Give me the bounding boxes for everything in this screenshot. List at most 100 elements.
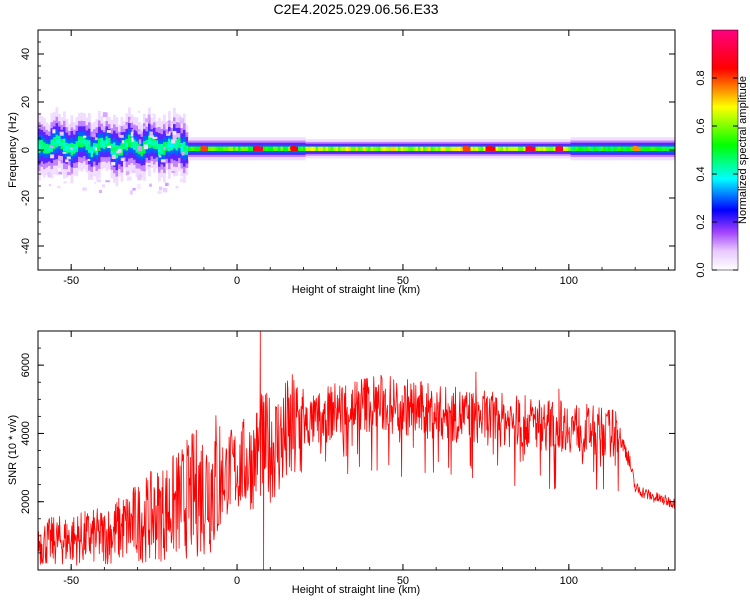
spectrogram-core-cell (565, 146, 569, 151)
spectrogram-core-cell (310, 146, 314, 151)
spectrogram-core-cell (80, 139, 84, 145)
spectrogram-core-cell (660, 146, 664, 151)
spectrogram-core-cell (668, 146, 671, 151)
spectrogram-core-cell (613, 146, 616, 151)
spectrogram-core-cell (183, 146, 186, 151)
spectrogram-core-cell (240, 146, 244, 151)
spectrogram-core-cell (520, 146, 524, 151)
spectrogram-noise (160, 159, 166, 163)
spectrogram-core-cell (55, 139, 59, 144)
spectrogram-core-cell (263, 146, 266, 151)
spectrogram-core-cell (670, 146, 674, 151)
spectrogram-noise (122, 124, 128, 129)
spectrogram-noise (117, 148, 122, 153)
spectrogram-core-cell (535, 146, 539, 151)
spectrogram-core-cell (658, 146, 661, 151)
spectrogram-core-cell (480, 146, 484, 151)
spectrogram-core-cell (300, 146, 304, 151)
spectrogram-noise (93, 181, 97, 185)
spectrogram-noise (162, 187, 168, 193)
spectrogram-core-cell (503, 146, 506, 151)
spectrogram-core-cell (440, 146, 444, 151)
spectrogram-x-tick-label: 100 (560, 275, 578, 287)
spectrogram-core-cell (425, 146, 429, 151)
spectrogram-core-cell (228, 146, 231, 151)
spectrogram-core-cell (663, 146, 666, 151)
spectrogram-noise (149, 131, 153, 136)
spectrogram-noise (102, 112, 108, 118)
snr-x-tick-label: 0 (234, 575, 240, 587)
spectrogram-core-cell (470, 146, 474, 151)
spectrogram-core-cell (260, 146, 264, 151)
spectrogram-noise (47, 172, 51, 178)
spectrogram-core-cell (238, 146, 241, 151)
snr-panel: -50 0 50 100 2000 4000 6000 Height of straigh… (7, 330, 676, 596)
spectrogram-core-cell (593, 146, 596, 151)
spectrogram-noise (87, 158, 91, 161)
spectrogram-noise (171, 170, 176, 173)
spectrogram-core-cell (225, 146, 229, 151)
spectrogram-core-cell (233, 146, 236, 151)
spectrogram-core-cell (605, 146, 609, 151)
spectrogram-core-cell (273, 146, 276, 151)
snr-x-ticks: -50 0 50 100 (37, 331, 669, 587)
spectrogram-core-cell (213, 146, 216, 151)
spectrogram-noise (181, 151, 185, 156)
spectrogram-core-cell (45, 146, 49, 151)
spectrogram-core-cell (428, 146, 431, 151)
spectrogram-core-cell (478, 146, 481, 151)
spectrogram-noise (63, 181, 67, 184)
spectrogram-x-ticks: -50 0 50 100 (37, 30, 669, 287)
spectrogram-core-cell (235, 146, 239, 151)
spectrogram-core-cell (208, 146, 211, 151)
spectrogram-core-cell (515, 146, 519, 151)
spectrogram-core-cell (410, 146, 414, 151)
spectrogram-noise (137, 146, 143, 151)
spectrogram-x-label: Height of straight line (km) (292, 284, 420, 296)
spectrogram-noise (111, 162, 116, 166)
spectrogram-core-cell (363, 146, 366, 151)
spectrogram-noise (131, 137, 134, 143)
spectrogram-core-cell (180, 146, 184, 151)
spectrogram-core-cell (620, 146, 624, 151)
spectrogram-noise (145, 163, 151, 166)
spectrogram-core-cell (500, 146, 504, 151)
spectrogram-hotspot (253, 145, 261, 151)
spectrogram-core-cell (473, 146, 476, 151)
spectrogram-core-cell (48, 146, 51, 151)
spectrogram-core-cell (603, 146, 606, 151)
spectrogram-noise (158, 155, 162, 158)
spectrogram-noise (179, 178, 184, 183)
spectrogram-core-cell (305, 146, 309, 151)
spectrogram-noise (50, 154, 55, 159)
spectrogram-y-tick-label: -40 (20, 238, 32, 254)
spectrogram-hotspot (462, 145, 470, 151)
spectrogram-core-cell (318, 146, 321, 151)
spectrogram-core-cell (570, 146, 574, 151)
spectrogram-core-cell (653, 146, 656, 151)
spectrogram-core-cell (353, 146, 356, 151)
spectrogram-core-cell (285, 146, 289, 151)
spectrogram-core-cell (68, 145, 71, 151)
spectrogram-hotspot (631, 145, 639, 151)
spectrogram-y-tick-label: -20 (20, 190, 32, 206)
spectrogram-noise (52, 129, 56, 134)
spectrogram-noise (179, 118, 184, 124)
spectrogram-noise (58, 171, 63, 175)
spectrogram-core-cell (60, 141, 64, 147)
spectrogram-core-cell (158, 147, 161, 152)
spectrogram-noise (102, 184, 105, 188)
spectrogram-noise (48, 184, 52, 187)
spectrogram-core-cell (453, 146, 456, 151)
spectrogram-y-tick-label: 0 (20, 147, 32, 153)
spectrogram-core-cell (320, 146, 324, 151)
spectrogram-core-cell (195, 146, 199, 151)
spectrogram-noise (132, 187, 136, 191)
spectrogram-noise (178, 117, 183, 121)
spectrogram-core-cell (405, 146, 409, 151)
spectrogram-core-cell (220, 146, 224, 151)
spectrogram-core-cell (518, 146, 521, 151)
spectrogram-core-cell (153, 141, 156, 146)
spectrogram-core-cell (365, 146, 369, 151)
spectrogram-core-cell (618, 146, 621, 151)
